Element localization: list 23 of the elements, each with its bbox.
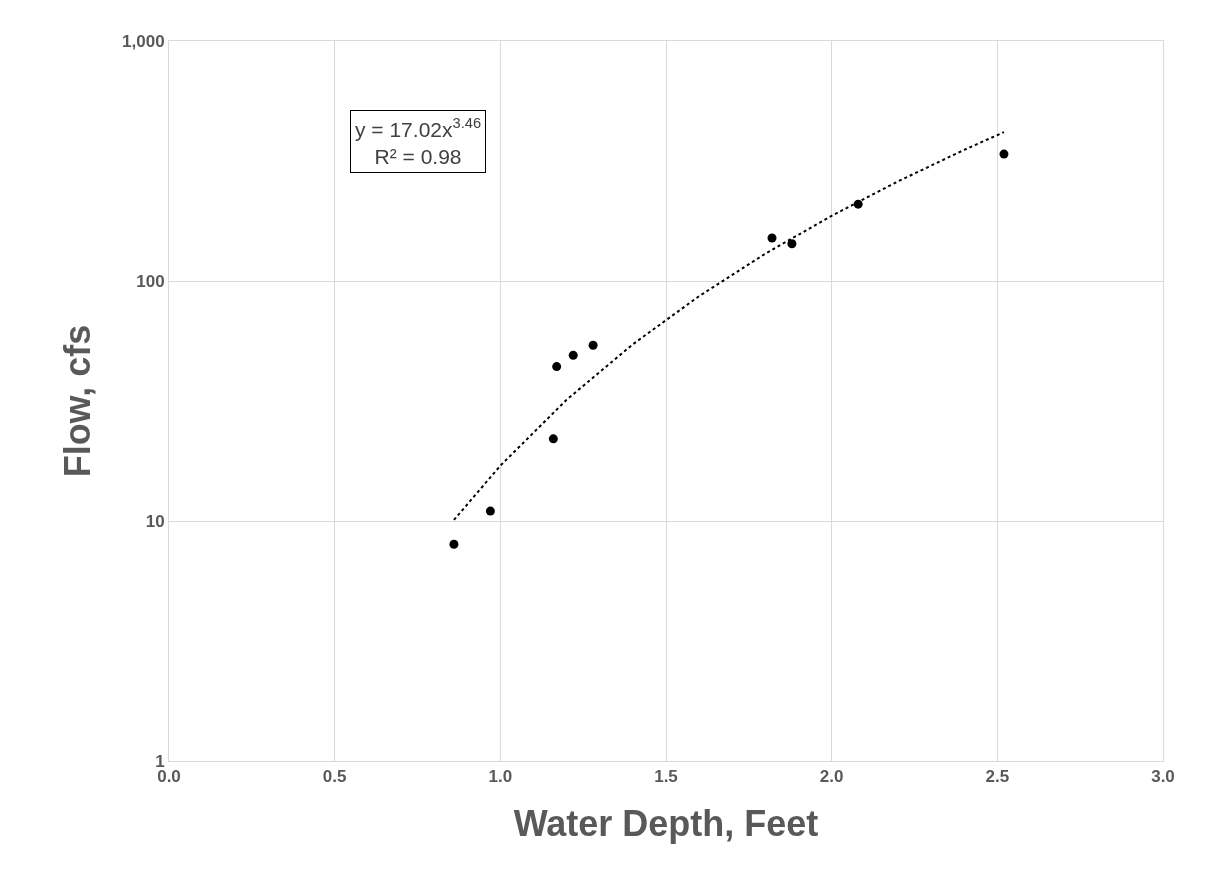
x-tick-label: 1.5 <box>654 767 678 787</box>
annotation: y = 17.02x$^{3.46}$ <box>355 115 482 141</box>
point <box>853 199 863 209</box>
x-tick-label: 1.0 <box>488 767 513 787</box>
x-tick-label: 2.0 <box>819 767 844 787</box>
point <box>568 350 578 360</box>
point <box>485 506 495 516</box>
x-tick-label: 2.5 <box>985 767 1010 787</box>
point <box>767 233 777 243</box>
y-tick-label: 10 <box>145 511 165 531</box>
x-axis-title: Water Depth, Feet <box>513 803 819 845</box>
point <box>449 539 459 549</box>
point <box>787 239 797 249</box>
y-axis-title: Flow, cfs <box>56 324 98 478</box>
point <box>548 434 558 444</box>
y-tick-label: 1,000 <box>122 31 165 51</box>
point <box>999 149 1009 159</box>
x-tick-label: 0.5 <box>322 767 347 787</box>
x-tick-label: 3.0 <box>1151 767 1175 787</box>
point <box>588 340 598 350</box>
annotation: R² = 0.98 <box>374 145 462 169</box>
point <box>552 362 562 372</box>
y-tick-label: 100 <box>136 271 165 291</box>
